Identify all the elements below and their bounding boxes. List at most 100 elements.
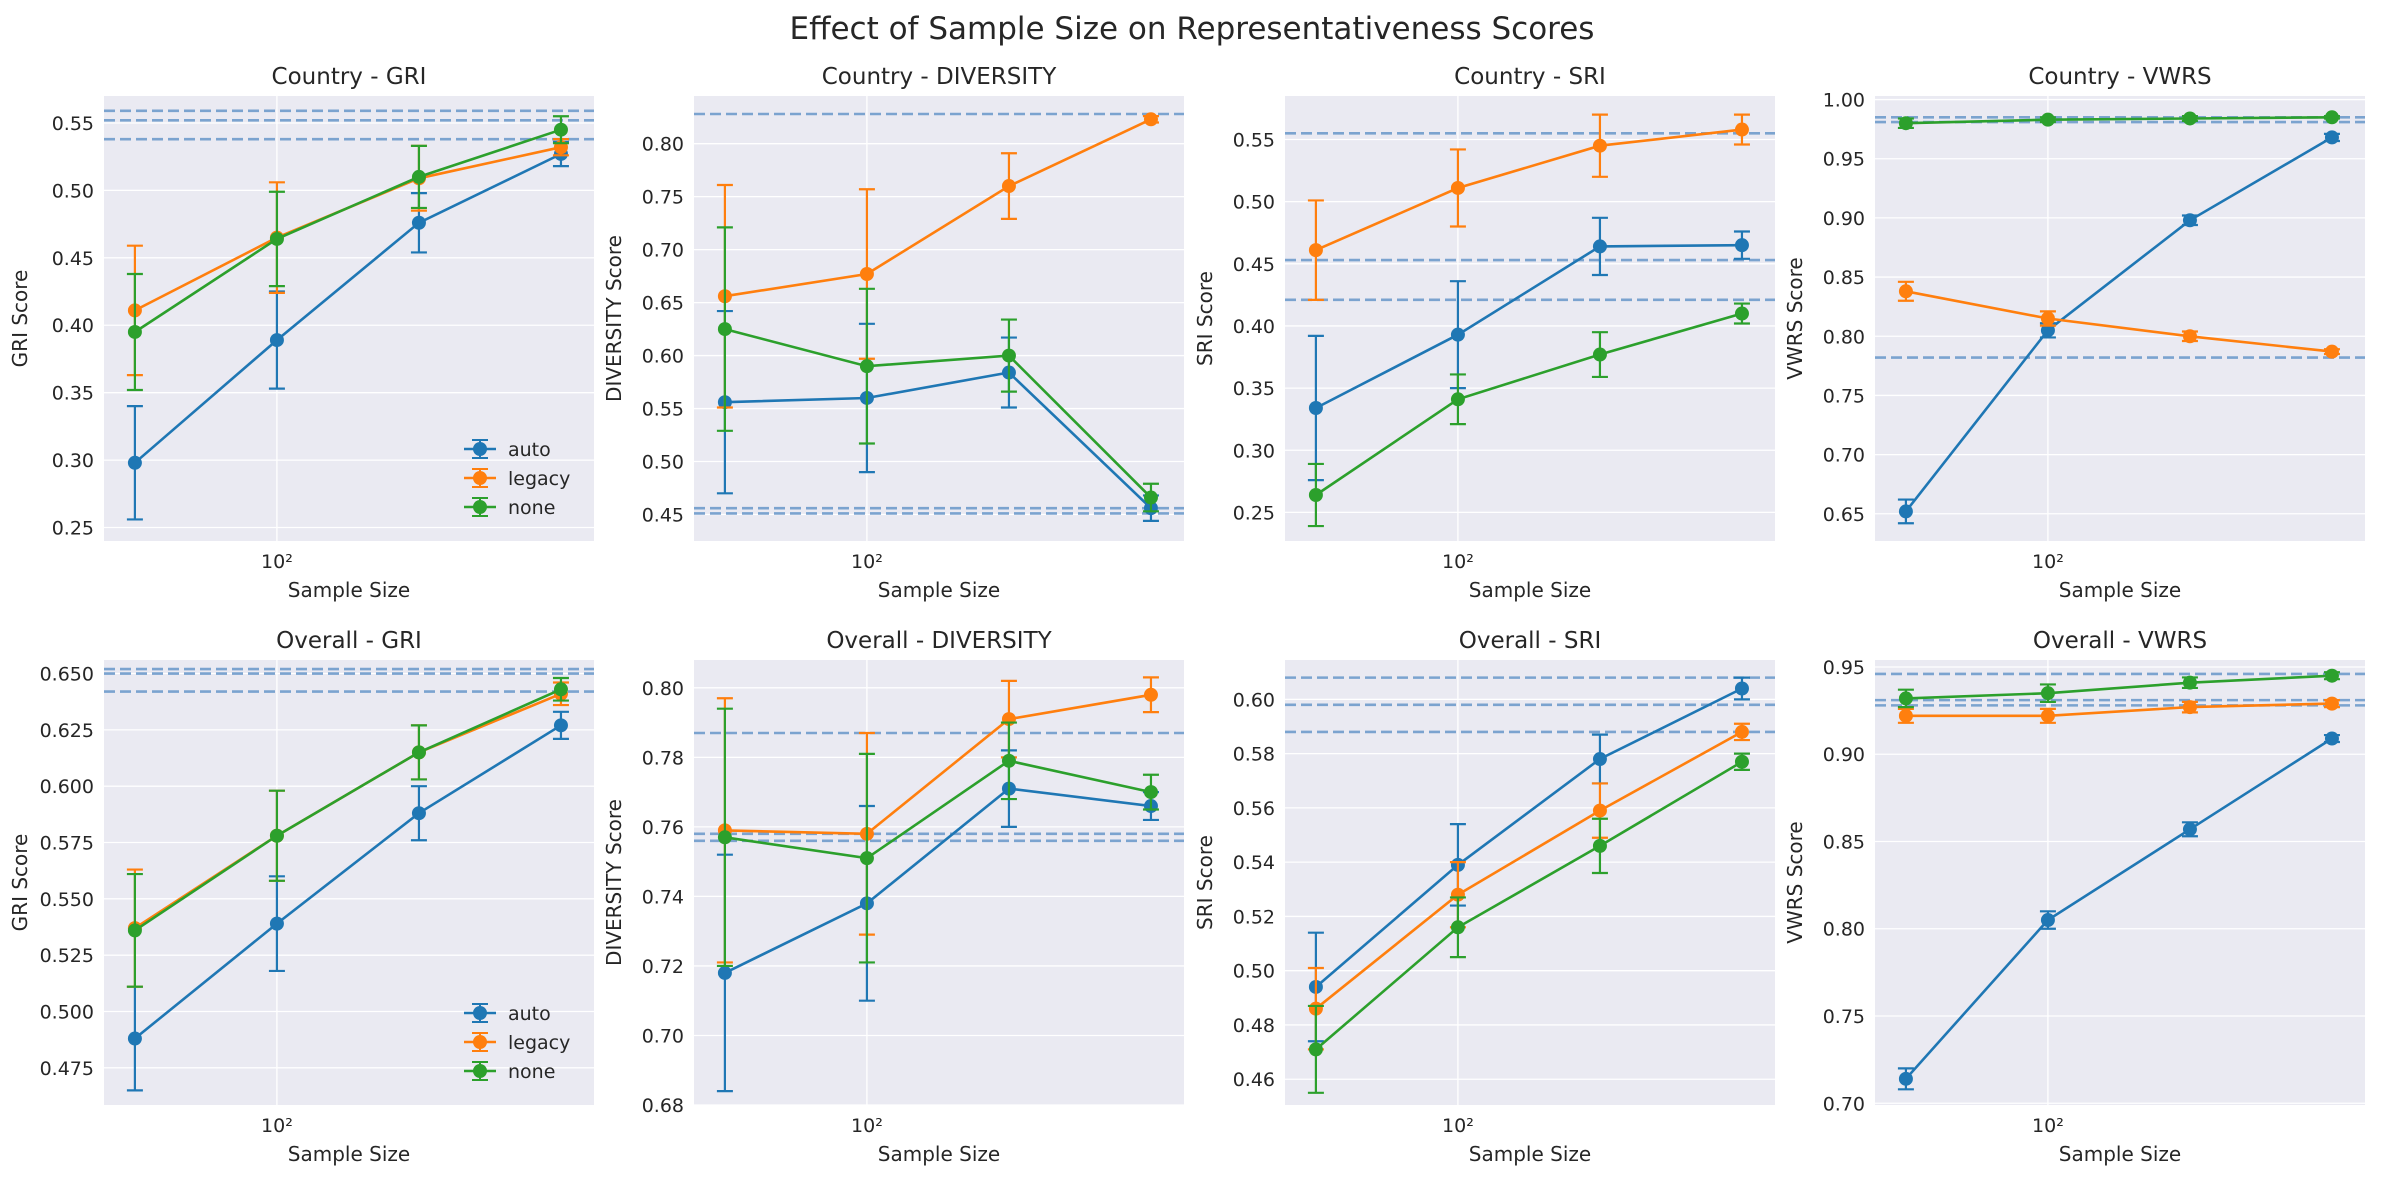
- series-line: [1315, 128, 1743, 252]
- data-point: [859, 359, 874, 374]
- series-line: [724, 693, 1152, 836]
- y-axis-label: GRI Score: [8, 270, 32, 368]
- y-tick-label: 0.80: [1823, 326, 1865, 348]
- y-tick-label: 0.600: [40, 776, 94, 798]
- y-tick-label: 0.650: [40, 664, 94, 686]
- y-axis-label: GRI Score: [8, 834, 32, 932]
- series-line: [1315, 312, 1743, 497]
- data-point: [1143, 785, 1158, 800]
- series-line: [724, 787, 1152, 975]
- data-point: [2324, 696, 2339, 711]
- data-point: [1450, 920, 1465, 935]
- data-point: [411, 215, 426, 230]
- data-point: [2040, 112, 2055, 127]
- data-point: [2324, 668, 2339, 683]
- y-axis-label: SRI Score: [1193, 271, 1217, 366]
- data-point: [1898, 708, 1913, 723]
- axes-background: [1285, 96, 1775, 541]
- series-none: [1897, 110, 2340, 131]
- data-point: [1898, 691, 1913, 706]
- y-tick-label: 0.50: [1233, 192, 1275, 214]
- x-tick-label: 10²: [2032, 1115, 2064, 1137]
- y-tick-label: 0.46: [1233, 1069, 1275, 1091]
- y-tick-label: 0.45: [52, 248, 94, 270]
- y-tick-label: 0.50: [52, 180, 94, 202]
- data-point: [2182, 213, 2197, 228]
- y-tick-label: 0.70: [642, 240, 684, 262]
- data-point: [1143, 687, 1158, 702]
- series-line: [724, 759, 1152, 860]
- data-point: [1592, 752, 1607, 767]
- x-tick-label: 10²: [851, 1115, 883, 1137]
- x-axis-label: Sample Size: [1469, 578, 1591, 602]
- y-tick-label: 0.70: [642, 1025, 684, 1047]
- panel-country-gri: 0.25 0.30 0.35 0.40 0.45 0.50 0.55 10² Country -…: [8, 64, 594, 602]
- panel-overall-sri: 0.46 0.48 0.50 0.52 0.54 0.56 0.58 0.60 10² Overa…: [1193, 628, 1775, 1166]
- data-point: [1592, 239, 1607, 254]
- series-line: [134, 688, 562, 932]
- data-point: [1450, 327, 1465, 342]
- y-tick-label: 0.72: [642, 956, 684, 978]
- y-tick-label: 0.70: [1823, 1093, 1865, 1115]
- panel-title: Country - DIVERSITY: [822, 64, 1057, 90]
- data-point: [1592, 803, 1607, 818]
- y-tick-label: 0.95: [1823, 149, 1865, 171]
- data-point: [2040, 311, 2055, 326]
- axes-background: [694, 660, 1184, 1105]
- y-tick-label: 0.52: [1233, 906, 1275, 928]
- x-tick-label: 10²: [1442, 1115, 1474, 1137]
- data-point: [1308, 400, 1323, 415]
- data-point: [269, 828, 284, 843]
- data-point: [1308, 243, 1323, 258]
- data-point: [127, 455, 142, 470]
- panel-country-vwrs: 0.65 0.70 0.75 0.80 0.85 0.90 0.95 1.00 10² Count…: [1783, 64, 2365, 602]
- data-point: [2324, 731, 2339, 746]
- y-tick-label: 0.575: [40, 833, 94, 855]
- data-point: [2040, 913, 2055, 928]
- series-line: [1315, 760, 1743, 1051]
- y-tick-label: 0.475: [40, 1058, 94, 1080]
- x-axis-label: Sample Size: [288, 1142, 410, 1166]
- panel-country-sri: 0.25 0.30 0.35 0.40 0.45 0.50 0.55 10² Country -…: [1193, 64, 1775, 602]
- data-point: [1898, 1071, 1913, 1086]
- legend: auto legacy none: [464, 439, 570, 519]
- series-none: [716, 226, 1159, 513]
- y-tick-label: 0.45: [642, 505, 684, 527]
- figure-title: Effect of Sample Size on Representativen…: [790, 11, 1595, 47]
- series-none: [1307, 302, 1750, 528]
- legend-marker: [473, 500, 487, 514]
- panel-title: Overall - VWRS: [2033, 628, 2207, 654]
- data-point: [2040, 323, 2055, 338]
- data-point: [269, 916, 284, 931]
- x-axis-label: Sample Size: [878, 1142, 1000, 1166]
- data-point: [269, 333, 284, 348]
- legend: auto legacy none: [464, 1003, 570, 1083]
- series-line: [1904, 136, 2333, 513]
- x-axis-label: Sample Size: [288, 578, 410, 602]
- series-none: [1307, 752, 1750, 1094]
- data-point: [1898, 504, 1913, 519]
- y-tick-label: 0.78: [642, 747, 684, 769]
- legend-marker: [473, 1035, 487, 1049]
- data-point: [1450, 392, 1465, 407]
- legend-label-auto: auto: [508, 1003, 551, 1025]
- series-line: [1905, 674, 2333, 700]
- y-tick-label: 0.625: [40, 720, 94, 742]
- y-tick-label: 0.40: [1233, 316, 1275, 338]
- data-point: [2040, 708, 2055, 723]
- series-line: [1905, 116, 2333, 125]
- data-point: [1143, 112, 1158, 127]
- data-point: [859, 267, 874, 281]
- series-none: [716, 707, 1159, 968]
- y-axis-label: DIVERSITY Score: [602, 799, 626, 966]
- series-auto: [1897, 731, 2340, 1091]
- y-tick-label: 0.76: [642, 817, 684, 839]
- data-point: [2324, 130, 2339, 145]
- y-tick-label: 0.90: [1823, 744, 1865, 766]
- data-point: [859, 851, 874, 866]
- series-line: [134, 724, 562, 1040]
- data-point: [1734, 306, 1749, 321]
- data-point: [717, 965, 732, 980]
- panel-title: Overall - SRI: [1459, 628, 1601, 654]
- x-tick-label: 10²: [261, 1115, 293, 1137]
